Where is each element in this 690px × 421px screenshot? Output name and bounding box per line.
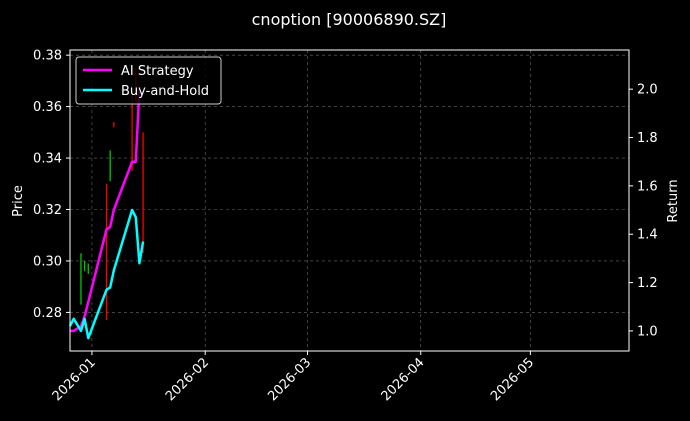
x-tick-label: 2026-04 <box>379 355 428 404</box>
x-tick-label: 2026-05 <box>488 355 537 404</box>
y-tick-label: 0.36 <box>33 100 62 115</box>
legend: AI Strategy Buy-and-Hold <box>75 56 222 105</box>
y-axis-label: Price <box>11 185 26 217</box>
y-right-tick-label: 1.2 <box>637 276 658 291</box>
series-line-buy-and-hold <box>68 208 145 340</box>
legend-label-buy-and-hold: Buy-and-Hold <box>121 84 209 99</box>
y-axis-right-label: Return <box>666 179 681 222</box>
y-tick-label: 0.30 <box>33 254 62 269</box>
y-tick-label: 0.34 <box>33 152 62 167</box>
y-right-tick-label: 2.0 <box>637 83 658 98</box>
chart-title: cnoption [90006890.SZ] <box>252 10 447 29</box>
x-tick-label: 2026-02 <box>163 355 212 404</box>
y-right-tick-label: 1.0 <box>637 324 658 339</box>
y-right-tick-label: 1.4 <box>637 228 658 243</box>
legend-label-ai-strategy: AI Strategy <box>121 64 194 79</box>
y-tick-label: 0.38 <box>33 49 62 64</box>
plot-frame <box>69 49 630 352</box>
y-right-tick-label: 1.6 <box>637 179 658 194</box>
x-tick-label: 2026-01 <box>50 355 99 404</box>
y-tick-label: 0.28 <box>33 306 62 321</box>
y-right-tick-label: 1.8 <box>637 131 658 146</box>
x-tick-label: 2026-03 <box>265 355 314 404</box>
legend-box <box>75 56 222 105</box>
series-lines <box>68 89 145 340</box>
y-tick-label: 0.32 <box>33 203 62 218</box>
